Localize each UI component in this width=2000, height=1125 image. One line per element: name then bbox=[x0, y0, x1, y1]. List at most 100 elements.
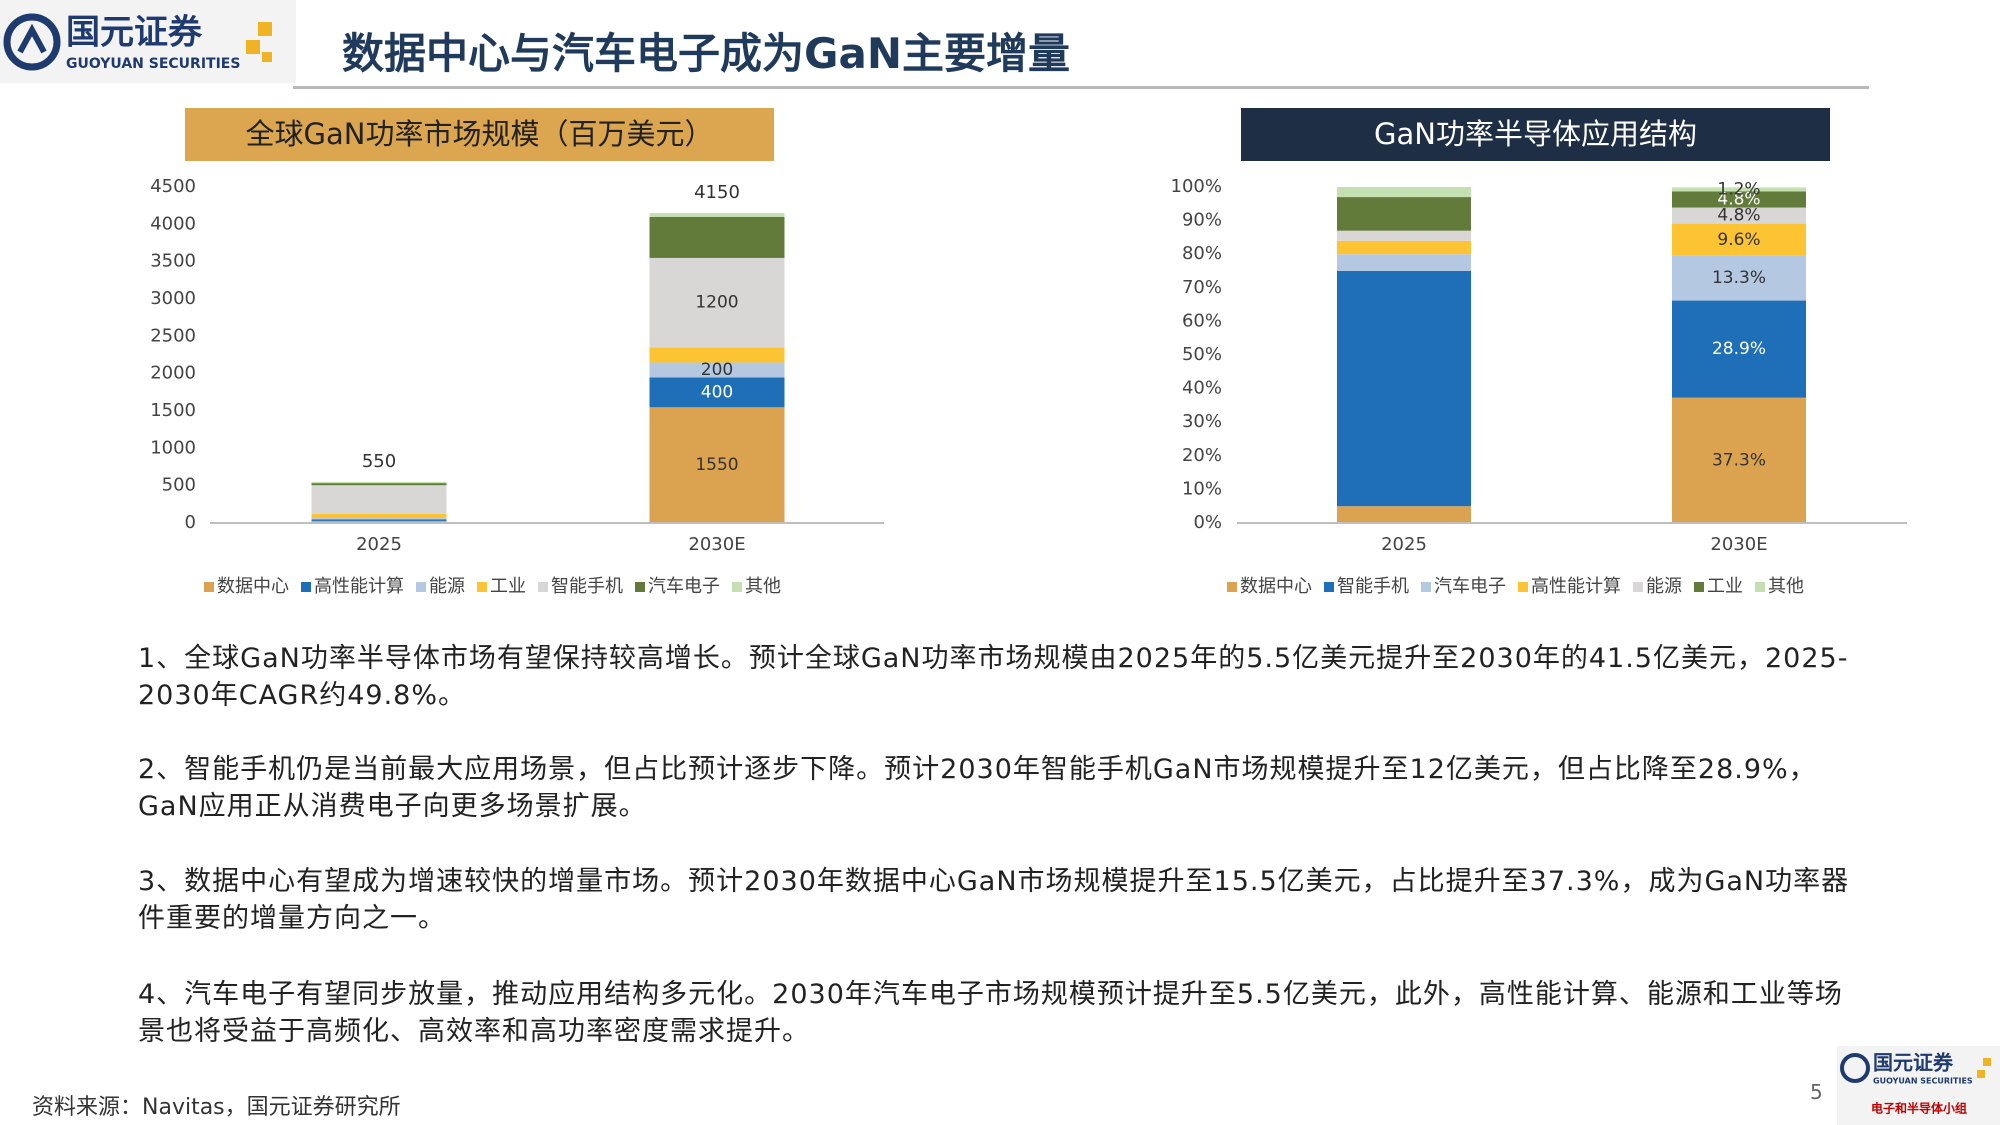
legend-swatch bbox=[301, 582, 311, 592]
legend-label: 高性能计算 bbox=[1531, 576, 1621, 597]
y-tick-label: 50% bbox=[1182, 344, 1222, 365]
y-tick-label: 80% bbox=[1182, 243, 1222, 264]
data-label: 200 bbox=[701, 360, 733, 380]
total-label: 550 bbox=[362, 451, 396, 472]
slide-title: 数据中心与汽车电子成为GaN主要增量 bbox=[342, 29, 1070, 78]
bar-segment bbox=[1672, 223, 1806, 256]
legend-swatch bbox=[204, 582, 214, 592]
bar-segment bbox=[1672, 207, 1806, 224]
data-label: 4.8% bbox=[1717, 206, 1760, 226]
logo-icon bbox=[1840, 1053, 1870, 1083]
page-number: 5 bbox=[1810, 1080, 1823, 1104]
logo-mark bbox=[1977, 1070, 1985, 1078]
source-note: 资料来源：Navitas，国元证券研究所 bbox=[32, 1095, 401, 1120]
legend-label: 能源 bbox=[429, 576, 465, 597]
paragraph: 1、全球GaN功率半导体市场有望保持较高增长。预计全球GaN功率市场规模由202… bbox=[138, 643, 1849, 711]
y-tick-label: 0% bbox=[1193, 512, 1222, 533]
bar-segment bbox=[649, 362, 785, 378]
total-label: 4150 bbox=[694, 182, 740, 203]
legend-label: 其他 bbox=[1768, 576, 1804, 597]
bar-segment bbox=[1337, 187, 1471, 198]
legend-swatch bbox=[732, 582, 742, 592]
legend-label: 工业 bbox=[490, 576, 526, 597]
logo-name: 国元证券 bbox=[66, 13, 203, 53]
data-label: 13.3% bbox=[1712, 268, 1766, 288]
y-tick-label: 10% bbox=[1182, 478, 1222, 499]
legend-label: 智能手机 bbox=[551, 576, 623, 597]
logo-sub: GUOYUAN SECURITIES bbox=[1873, 1077, 1973, 1086]
logo-sub: GUOYUAN SECURITIES bbox=[66, 56, 240, 72]
x-tick-label: 2025 bbox=[356, 534, 402, 555]
bar-segment bbox=[311, 485, 447, 514]
y-tick-label: 100% bbox=[1171, 176, 1222, 197]
y-tick-label: 1500 bbox=[150, 400, 196, 421]
legend-label: 其他 bbox=[745, 576, 781, 597]
bar-segment bbox=[1672, 397, 1806, 523]
paragraph: 4、汽车电子有望同步放量，推动应用结构多元化。2030年汽车电子市场规模预计提升… bbox=[138, 979, 1843, 1047]
bar-segment bbox=[1337, 254, 1471, 271]
charts: 0 500 1000 1500 2000 2500 3000 3500 4000 4500 550 2… bbox=[150, 176, 1907, 597]
bar-segment bbox=[649, 216, 785, 258]
legend-swatch bbox=[1694, 582, 1704, 592]
data-label: 37.3% bbox=[1712, 450, 1766, 470]
bar-segment bbox=[1337, 197, 1471, 231]
y-tick-label: 30% bbox=[1182, 411, 1222, 432]
logo-mark bbox=[258, 22, 272, 36]
bar-segment bbox=[1672, 300, 1806, 398]
logo: 国元证券 GUOYUAN SECURITIES bbox=[0, 0, 296, 83]
bar-segment bbox=[1337, 240, 1471, 255]
bar-segment bbox=[649, 407, 785, 523]
y-tick-label: 2000 bbox=[150, 363, 196, 384]
bar-segment bbox=[311, 518, 447, 520]
bar-segment bbox=[311, 520, 447, 523]
x-tick-label: 2030E bbox=[1710, 534, 1767, 555]
legend-label: 汽车电子 bbox=[648, 576, 720, 597]
data-label: 1.2% bbox=[1717, 179, 1760, 199]
legend-swatch bbox=[477, 582, 487, 592]
legend-swatch bbox=[538, 582, 548, 592]
legend-label: 能源 bbox=[1646, 576, 1682, 597]
bar-segment bbox=[1672, 191, 1806, 208]
data-label: 9.6% bbox=[1717, 230, 1760, 250]
legend-swatch bbox=[1421, 582, 1431, 592]
y-tick-label: 2500 bbox=[150, 325, 196, 346]
bar-segment bbox=[311, 483, 447, 486]
bar-segment bbox=[1672, 187, 1806, 192]
y-tick-label: 3500 bbox=[150, 251, 196, 272]
y-tick-label: 500 bbox=[162, 475, 196, 496]
legend-swatch bbox=[635, 582, 645, 592]
data-label: 1200 bbox=[695, 293, 738, 313]
legend-label: 汽车电子 bbox=[1434, 576, 1506, 597]
y-tick-label: 4000 bbox=[150, 213, 196, 234]
chart-title: GaN功率半导体应用结构 bbox=[1241, 108, 1830, 161]
y-tick-label: 4500 bbox=[150, 176, 196, 197]
footer-logo: 国元证券 GUOYUAN SECURITIES 电子和半导体小组 bbox=[1837, 1046, 2000, 1125]
y-tick-label: 40% bbox=[1182, 378, 1222, 399]
legend-label: 智能手机 bbox=[1337, 576, 1409, 597]
legend-label: 工业 bbox=[1707, 576, 1743, 597]
legend-label: 数据中心 bbox=[217, 576, 289, 597]
x-tick-label: 2025 bbox=[1381, 534, 1427, 555]
logo-name: 国元证券 bbox=[1873, 1051, 1954, 1075]
y-tick-label: 70% bbox=[1182, 277, 1222, 298]
bar-segment bbox=[1337, 271, 1471, 507]
bar-segment bbox=[1337, 230, 1471, 241]
logo-mark bbox=[246, 40, 260, 54]
y-tick-label: 3000 bbox=[150, 288, 196, 309]
y-tick-label: 60% bbox=[1182, 310, 1222, 331]
bar-segment bbox=[311, 481, 447, 484]
data-label: 28.9% bbox=[1712, 339, 1766, 359]
bar-segment bbox=[649, 377, 785, 408]
bar-segment bbox=[1672, 255, 1806, 301]
paragraph: 3、数据中心有望成为增速较快的增量市场。预计2030年数据中心GaN市场规模提升… bbox=[138, 866, 1850, 934]
x-tick-label: 2030E bbox=[688, 534, 745, 555]
data-label: 4.8% bbox=[1717, 189, 1760, 209]
bar-segment bbox=[649, 213, 785, 217]
legend-swatch bbox=[1518, 582, 1528, 592]
y-tick-label: 0 bbox=[185, 512, 196, 533]
legend-swatch bbox=[1324, 582, 1334, 592]
logo-icon bbox=[3, 13, 61, 71]
y-tick-label: 1000 bbox=[150, 437, 196, 458]
divider bbox=[293, 86, 1869, 89]
